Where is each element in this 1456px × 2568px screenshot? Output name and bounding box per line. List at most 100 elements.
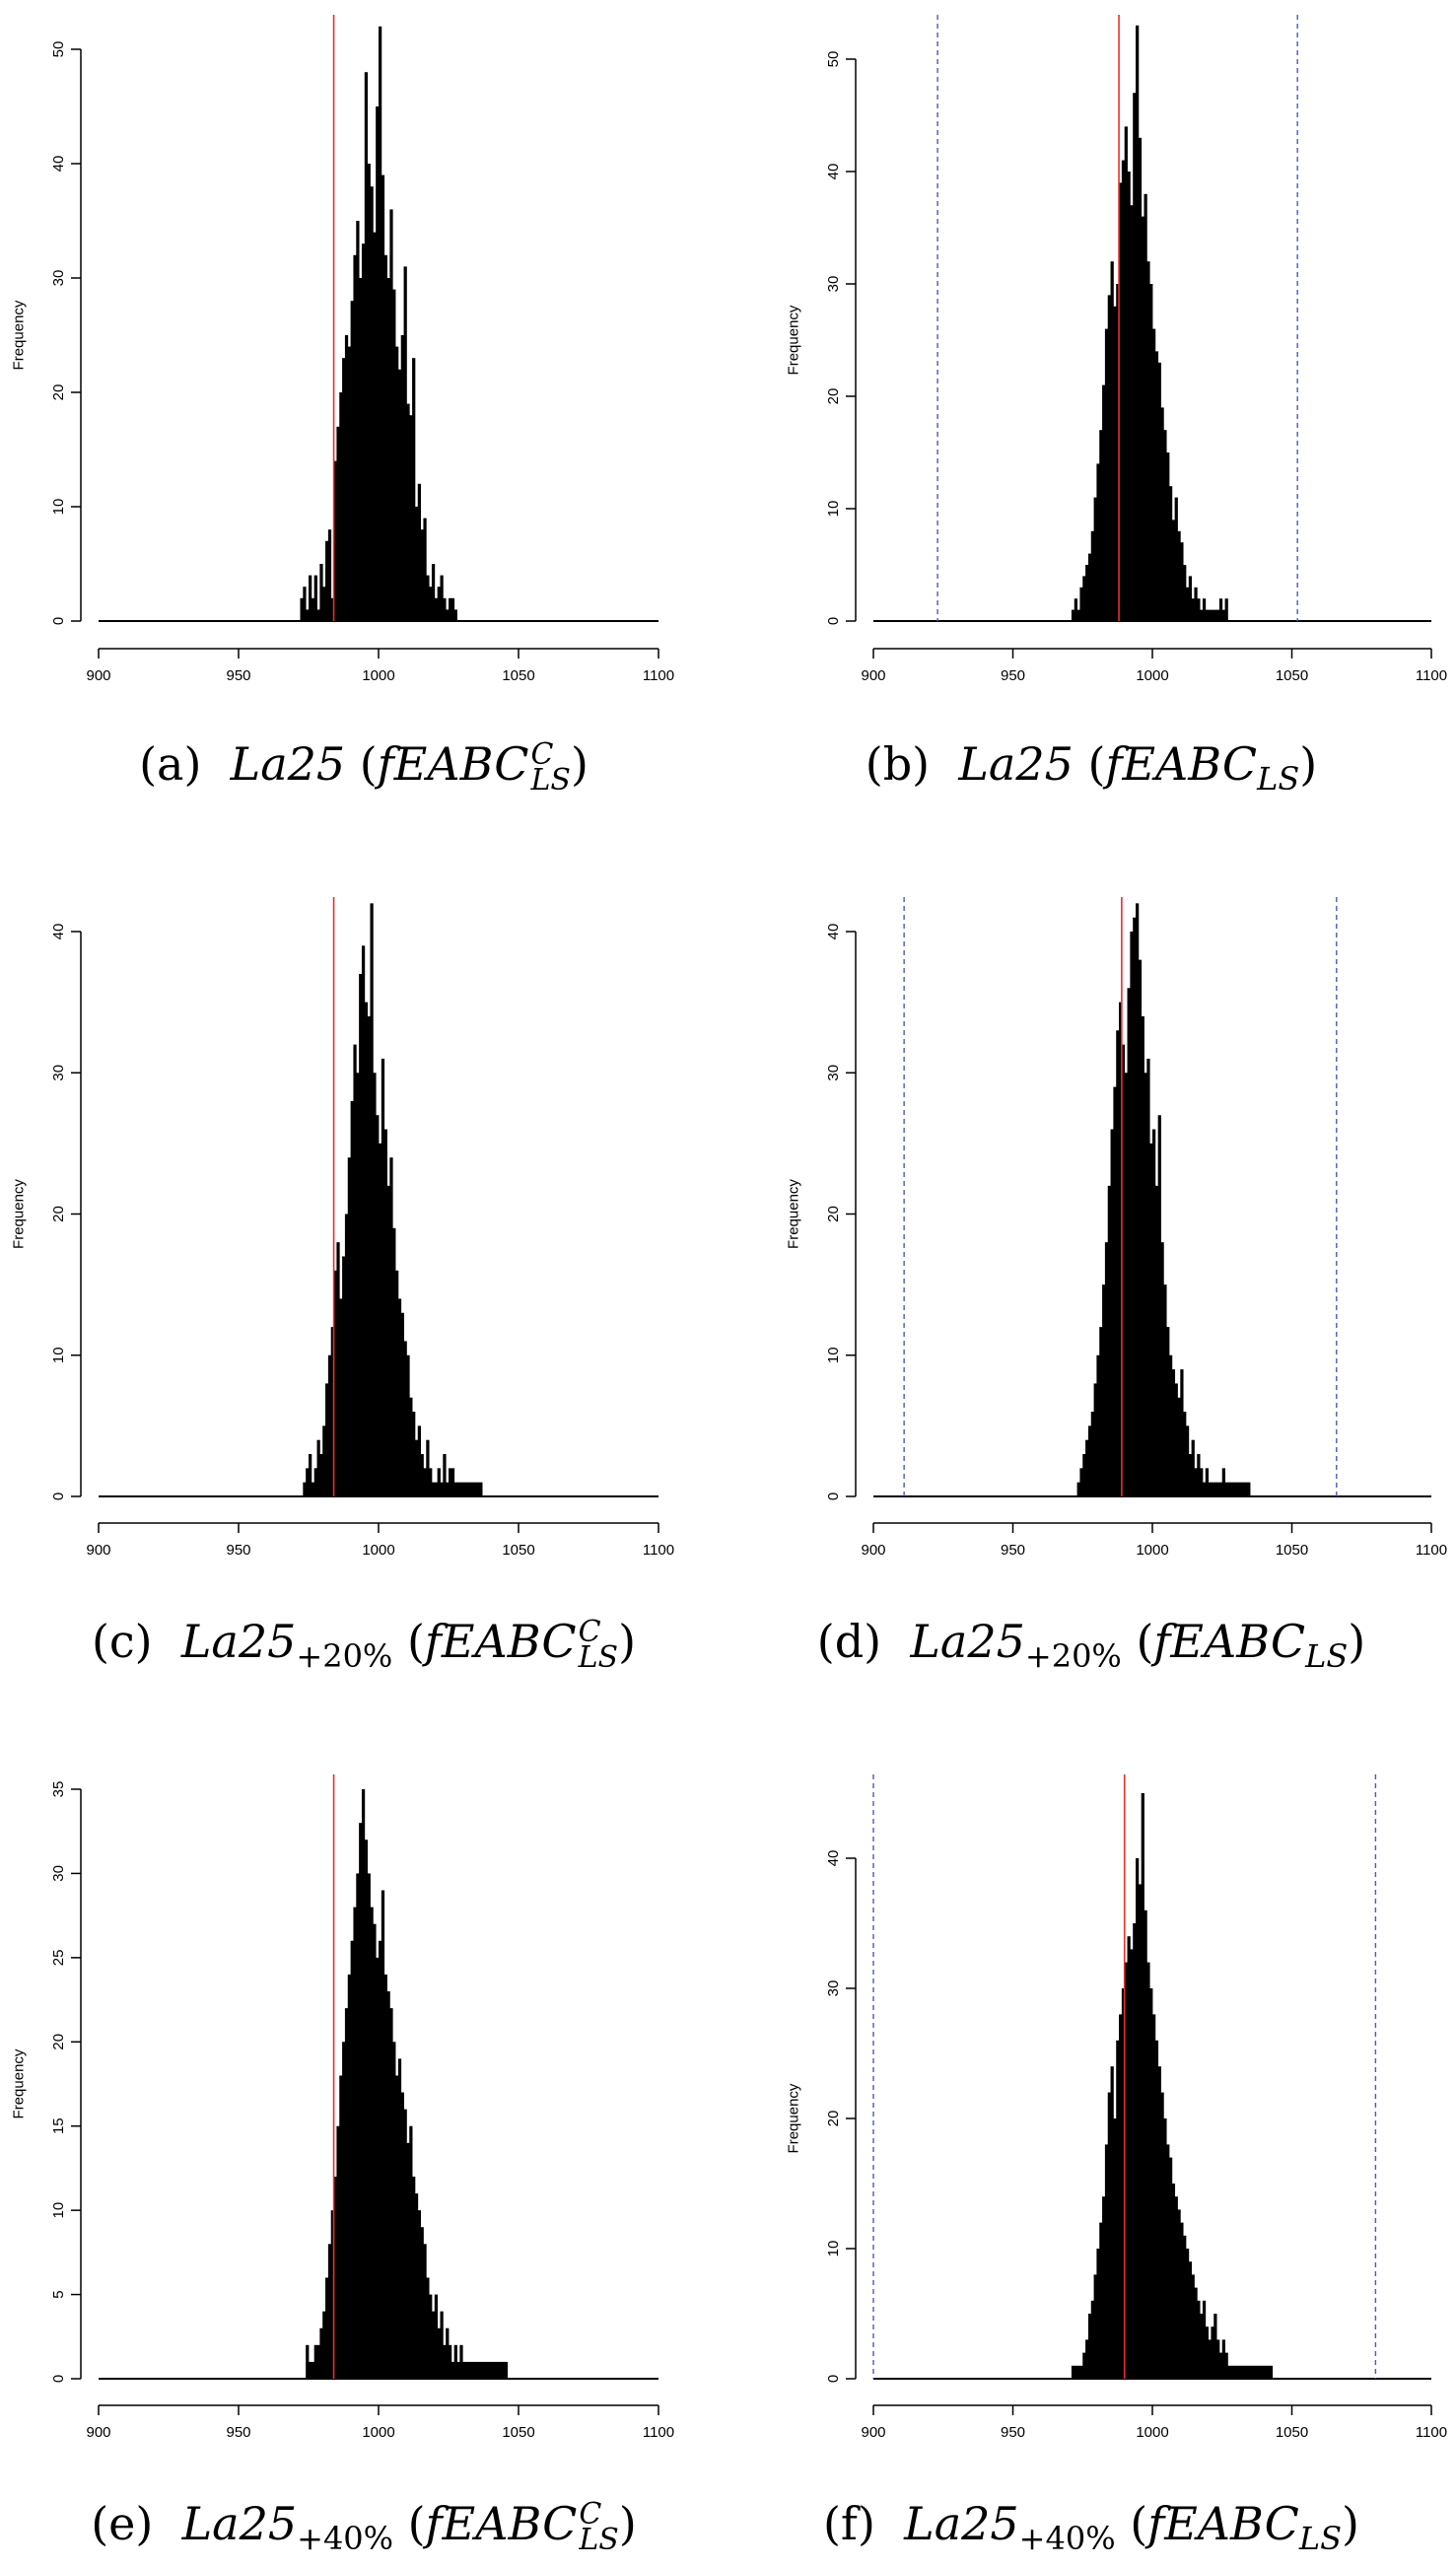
histogram-bar	[1154, 1185, 1159, 1496]
histogram-bar	[1076, 1482, 1080, 1496]
histogram-bar	[353, 1907, 357, 2379]
histogram-bar	[1233, 2365, 1237, 2379]
histogram-bar	[1171, 520, 1176, 621]
histogram-bar	[327, 529, 332, 621]
x-tick-label: 900	[861, 2424, 885, 2441]
histogram-bar	[303, 1482, 307, 1496]
y-tick-label: 0	[825, 617, 842, 625]
histogram-bar	[1180, 542, 1184, 621]
histogram-bar	[1244, 2365, 1248, 2379]
panel-b: 0 10 20 30 40 50 Frequency 900 950 1000 1050 1100	[785, 15, 1447, 684]
histogram-bar	[1185, 587, 1190, 621]
histogram-bar	[359, 973, 363, 1496]
histogram-bar	[1127, 172, 1131, 621]
histogram-bar	[376, 1115, 380, 1496]
histogram-bar	[1133, 93, 1137, 621]
histogram-bar	[1174, 1383, 1178, 1496]
histogram-bar	[1238, 1482, 1242, 1496]
y-tick-label: 40	[50, 924, 67, 940]
histogram-bar	[313, 1468, 317, 1496]
histogram-bar	[373, 232, 377, 621]
histogram-bar	[342, 2042, 346, 2379]
histogram-bar	[1146, 1058, 1150, 1496]
histogram-bar	[443, 1454, 447, 1496]
histogram-bar	[1163, 1284, 1167, 1496]
histogram-bar	[333, 1270, 337, 1496]
histogram-bar	[437, 1468, 441, 1496]
histogram-bar	[487, 2361, 491, 2379]
histogram-bar	[1250, 2365, 1254, 2379]
histogram-bar	[437, 587, 441, 621]
histogram-bar	[1191, 2274, 1195, 2379]
histogram-bar	[1224, 2352, 1228, 2379]
histogram-bar	[451, 1468, 455, 1496]
histogram-bar	[1096, 2249, 1100, 2379]
y-tick-label: 50	[50, 41, 67, 58]
histogram-bar	[499, 2361, 503, 2379]
histogram-bar	[1205, 1468, 1209, 1496]
histogram-bar	[1149, 1143, 1153, 1496]
y-tick-label: 30	[825, 1980, 842, 1997]
histogram-bar	[309, 1454, 312, 1496]
x-tick-label: 1000	[362, 2424, 394, 2441]
histogram-bar	[1113, 2118, 1117, 2379]
histogram-bar	[397, 2058, 402, 2379]
histogram-bar	[1154, 2040, 1159, 2379]
histogram-bar	[353, 254, 357, 621]
histogram-bar	[1168, 2157, 1173, 2379]
x-tick-label: 1050	[1276, 2424, 1308, 2441]
histogram-bar	[1079, 587, 1083, 621]
histogram-bar	[339, 392, 343, 621]
histogram-bar	[397, 1298, 402, 1496]
histogram-bar	[1124, 126, 1128, 621]
histogram-bar	[1146, 261, 1150, 621]
y-axis-label: Frequency	[10, 300, 27, 370]
histogram-bar	[327, 2244, 332, 2379]
histogram-bar	[1110, 2066, 1114, 2379]
y-tick-label: 20	[825, 1206, 842, 1222]
histogram-bar	[1090, 530, 1094, 621]
histogram-bar	[1227, 1482, 1231, 1496]
histogram-bar	[467, 2361, 472, 2379]
histogram-bar	[311, 2361, 315, 2379]
y-tick-label: 40	[825, 924, 842, 940]
histogram-bar	[459, 1482, 463, 1496]
histogram-bar	[1082, 1454, 1086, 1496]
histogram-bar	[306, 1468, 310, 1496]
histogram-bar	[1154, 351, 1159, 621]
histogram-bar	[400, 2092, 404, 2379]
histogram-bar	[1138, 137, 1143, 622]
histogram-bar	[1074, 598, 1077, 621]
histogram-bar	[434, 597, 439, 621]
caption-a: (a) La25 (fEABC C LS)	[139, 737, 589, 798]
histogram-bar	[367, 164, 371, 621]
histogram-bar	[412, 358, 416, 621]
x-tick-label: 1050	[502, 2424, 534, 2441]
histogram-bar	[370, 186, 374, 621]
histogram-bar	[1216, 609, 1220, 621]
histogram-bar	[383, 1974, 387, 2379]
histogram-bar	[379, 1940, 382, 2379]
histogram-bar	[336, 1242, 340, 1496]
histogram-bar	[443, 2344, 447, 2379]
histogram-bar	[1087, 2314, 1092, 2379]
histogram-bar	[1113, 306, 1117, 621]
histogram-bar	[456, 2361, 460, 2379]
histogram-bar	[1235, 1482, 1240, 1496]
histogram-bar	[344, 2008, 349, 2379]
histogram-bar	[1180, 1369, 1184, 1496]
y-axis-label: Frequency	[785, 305, 801, 375]
histogram-bar	[376, 1957, 380, 2379]
histogram-bar	[409, 2125, 413, 2379]
histogram-bar	[1079, 2365, 1083, 2379]
histogram-bar	[1090, 2300, 1094, 2379]
x-tick-label: 1100	[643, 2424, 674, 2441]
x-tick-label: 950	[226, 667, 250, 684]
histogram-bar	[1071, 609, 1075, 621]
histogram-bar	[1247, 1482, 1251, 1496]
histogram-bar	[1124, 1962, 1128, 2379]
y-tick-label: 0	[50, 2375, 67, 2383]
histogram-bar	[431, 1482, 436, 1496]
histogram-bar	[319, 2327, 323, 2379]
